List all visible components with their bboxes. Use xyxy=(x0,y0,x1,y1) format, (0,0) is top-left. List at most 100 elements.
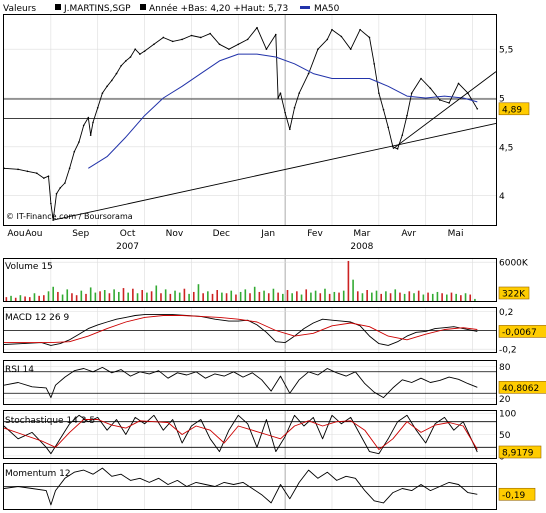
header-range: Année +Bas: 4,20 +Haut: 5,73 xyxy=(149,3,288,14)
price-point xyxy=(289,128,291,131)
price-point xyxy=(68,167,71,170)
price-point xyxy=(143,50,146,52)
volume-bar xyxy=(385,291,387,301)
volume-bar xyxy=(282,293,284,301)
trendline xyxy=(392,71,497,150)
volume-bar xyxy=(324,288,326,301)
y-tick-label: 4 xyxy=(499,192,505,202)
price-point xyxy=(340,35,343,38)
volume-bar xyxy=(422,294,425,301)
marks-layer xyxy=(3,26,497,506)
last-value-badge xyxy=(498,487,536,501)
price-point xyxy=(89,134,92,136)
price-point xyxy=(50,202,52,205)
volume-bar xyxy=(249,293,251,301)
volume-bar xyxy=(71,293,73,301)
price-point xyxy=(429,87,432,90)
price-point xyxy=(209,32,211,35)
price-point xyxy=(153,43,155,46)
last-value-text: -0,19 xyxy=(502,491,526,501)
volume-bar xyxy=(342,290,345,301)
volume-bar xyxy=(230,290,233,301)
volume-bar xyxy=(455,293,457,301)
x-tick-label: Fev xyxy=(307,229,323,239)
volume-bar xyxy=(89,287,92,301)
volume-bar xyxy=(469,294,472,301)
price-point xyxy=(359,28,361,31)
volume-bar xyxy=(211,293,214,301)
volume-bar xyxy=(118,291,120,301)
volume-bar xyxy=(160,293,162,301)
volume-bar xyxy=(221,292,223,301)
volume-bar xyxy=(272,288,275,301)
price-point xyxy=(457,82,460,85)
price-point xyxy=(101,92,104,94)
x-year-label: 2007 xyxy=(116,242,139,252)
header-label: Valeurs xyxy=(3,4,36,14)
price-point xyxy=(73,150,76,153)
price-point xyxy=(256,26,258,29)
volume-bar xyxy=(403,293,406,301)
price-point xyxy=(125,60,127,62)
price-point xyxy=(43,177,45,179)
source-credit: © IT-Finance.com / Boursorama xyxy=(6,212,133,221)
x-tick-label: Mai xyxy=(448,229,464,239)
price-point xyxy=(349,48,352,50)
volume-bar xyxy=(202,293,204,301)
y-tick-label: 6000K xyxy=(499,259,529,269)
price-point xyxy=(246,38,249,41)
price-point xyxy=(307,72,310,75)
x-tick-label: Avr xyxy=(401,229,416,239)
volume-bar xyxy=(296,291,298,301)
y-tick-label: 50 xyxy=(499,431,511,441)
volume-bar xyxy=(333,291,336,301)
volume-bar xyxy=(10,295,12,301)
volume-bar xyxy=(80,290,83,301)
volume-bar xyxy=(19,295,22,301)
volume-bar xyxy=(113,289,115,301)
volume-bar xyxy=(314,290,317,301)
volume-bar xyxy=(310,292,312,301)
price-point xyxy=(36,172,38,175)
volume-bar xyxy=(225,293,228,301)
price-point xyxy=(129,56,132,58)
price-point xyxy=(200,36,202,39)
stochastic-panel-frame xyxy=(3,410,497,459)
volume-bar xyxy=(132,288,134,301)
ma50-legend-swatch xyxy=(300,6,310,9)
volume-bar xyxy=(174,290,176,301)
volume-bar xyxy=(85,293,87,301)
y-tick-label: 4,5 xyxy=(499,143,513,153)
price-point xyxy=(420,77,422,80)
volume-bar xyxy=(5,297,8,301)
price-point xyxy=(274,33,277,36)
volume-bar xyxy=(61,294,64,301)
price-point xyxy=(406,114,408,117)
price-point xyxy=(162,36,165,39)
volume-bar xyxy=(413,293,415,301)
volume-bar xyxy=(267,293,270,301)
price-point xyxy=(190,34,193,37)
volume-bar xyxy=(108,293,111,301)
volume-bar xyxy=(389,293,392,301)
volume-bar xyxy=(141,290,144,301)
y-tick-label: 20 xyxy=(499,395,511,405)
volume-bar xyxy=(127,292,129,301)
volume-bar xyxy=(183,288,186,301)
volume-bar xyxy=(235,294,237,301)
y-tick-label: 0,2 xyxy=(499,308,513,318)
volume-bar xyxy=(28,297,31,301)
volume-bar xyxy=(150,291,153,301)
last-value-text: -0,0067 xyxy=(502,328,537,338)
volume-bar xyxy=(300,294,303,301)
volume-bar xyxy=(460,295,462,301)
volume-bar xyxy=(408,291,411,301)
volume-bar xyxy=(155,285,158,301)
macd-panel-title: MACD 12 26 9 xyxy=(5,313,69,323)
price-point xyxy=(134,48,136,50)
series-line-signal xyxy=(4,315,478,344)
price-point xyxy=(115,72,118,75)
x-tick-label: Nov xyxy=(166,229,184,239)
volume-bar xyxy=(66,289,69,301)
